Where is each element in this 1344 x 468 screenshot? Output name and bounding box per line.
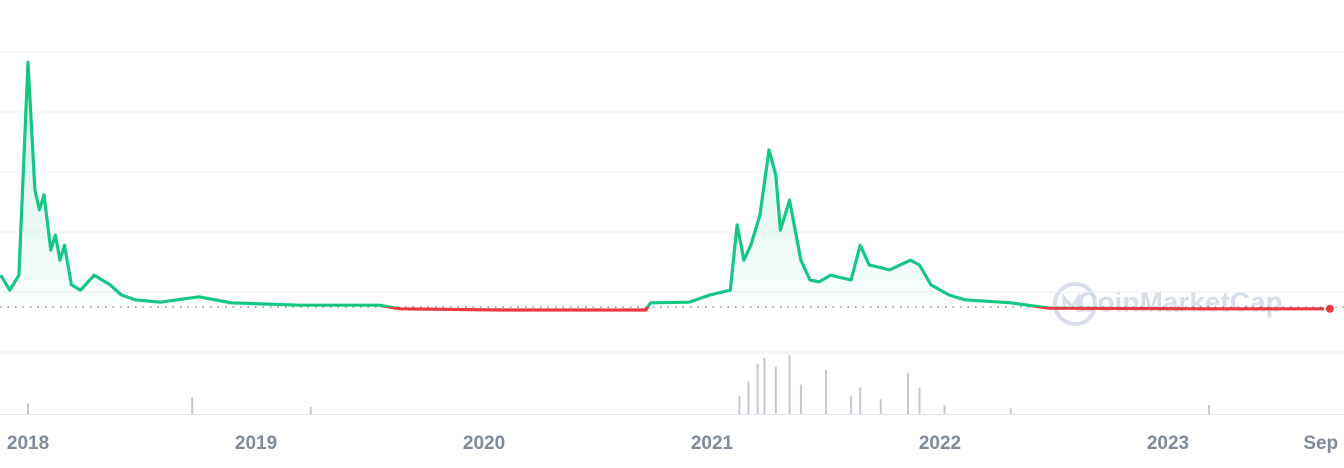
volume-bar (788, 355, 791, 414)
volume-bar (1208, 405, 1211, 414)
watermark-logo (1053, 282, 1097, 326)
price-line-up (0, 60, 1150, 307)
volume-bar (943, 405, 946, 414)
volume-bar (191, 397, 194, 414)
volume-bar (756, 363, 759, 414)
volume-bar (309, 406, 312, 414)
x-tick-label: 2020 (463, 433, 505, 454)
price-line-down (380, 307, 1330, 312)
volume-bar (747, 381, 750, 414)
volume-bar (27, 403, 30, 414)
volume-bar (859, 387, 862, 414)
volume-bar (774, 366, 777, 414)
x-tick-label: 2022 (919, 433, 961, 454)
area-up (0, 62, 1330, 307)
volume-bar (918, 387, 921, 414)
volume-bar (1009, 408, 1012, 414)
last-point (1323, 302, 1336, 315)
volume-bar (825, 369, 828, 414)
volume-bar (799, 384, 802, 414)
x-tick-label: 2023 (1147, 433, 1189, 454)
volume-bar (879, 399, 882, 414)
x-tick-label: 2019 (235, 433, 277, 454)
volume-bar (763, 357, 766, 414)
volume-bar (907, 372, 910, 414)
x-tick-label: Sep (1303, 433, 1338, 454)
watermark: CoinMarketCap (1077, 286, 1282, 317)
x-tick-label: 2021 (691, 433, 734, 454)
x-tick-label: 2018 (7, 433, 49, 454)
volume-bar (850, 396, 853, 414)
volume-bar (738, 396, 741, 414)
